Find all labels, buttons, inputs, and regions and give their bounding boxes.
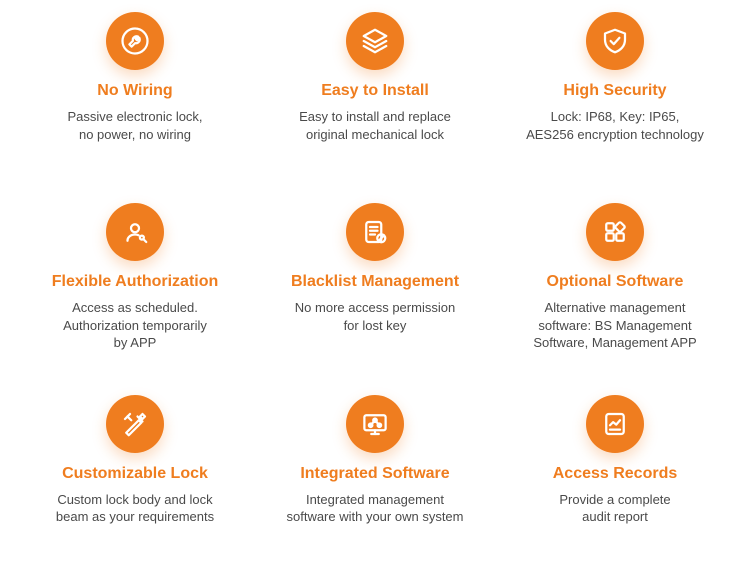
- feature-desc: Integrated management software with your…: [286, 491, 463, 526]
- feature-access-records: Access Records Provide a complete audit …: [500, 395, 730, 568]
- features-grid: No Wiring Passive electronic lock, no po…: [20, 12, 730, 568]
- feature-title: Integrated Software: [300, 465, 449, 483]
- wrench-icon: [106, 12, 164, 70]
- feature-desc: Provide a complete audit report: [559, 491, 670, 526]
- feature-customizable-lock: Customizable Lock Custom lock body and l…: [20, 395, 250, 568]
- report-icon: [586, 395, 644, 453]
- shield-icon: [586, 12, 644, 70]
- feature-title: High Security: [563, 82, 666, 100]
- feature-title: Access Records: [553, 465, 678, 483]
- feature-desc: Access as scheduled. Authorization tempo…: [63, 299, 207, 352]
- feature-optional-software: Optional Software Alternative management…: [500, 203, 730, 376]
- feature-title: Flexible Authorization: [52, 273, 219, 291]
- feature-title: Customizable Lock: [62, 465, 208, 483]
- blacklist-icon: [346, 203, 404, 261]
- feature-high-security: High Security Lock: IP68, Key: IP65, AES…: [500, 12, 730, 185]
- feature-title: Optional Software: [547, 273, 684, 291]
- feature-title: Blacklist Management: [291, 273, 459, 291]
- feature-desc: No more access permission for lost key: [295, 299, 455, 334]
- feature-easy-install: Easy to Install Easy to install and repl…: [260, 12, 490, 185]
- feature-desc: Lock: IP68, Key: IP65, AES256 encryption…: [526, 108, 704, 143]
- tools-icon: [106, 395, 164, 453]
- feature-desc: Alternative management software: BS Mana…: [533, 299, 696, 352]
- feature-desc: Custom lock body and lock beam as your r…: [56, 491, 214, 526]
- feature-integrated-software: Integrated Software Integrated managemen…: [260, 395, 490, 568]
- feature-no-wiring: No Wiring Passive electronic lock, no po…: [20, 12, 250, 185]
- feature-title: No Wiring: [97, 82, 172, 100]
- user-key-icon: [106, 203, 164, 261]
- feature-desc: Passive electronic lock, no power, no wi…: [67, 108, 202, 143]
- feature-desc: Easy to install and replace original mec…: [299, 108, 451, 143]
- feature-title: Easy to Install: [321, 82, 429, 100]
- network-icon: [346, 395, 404, 453]
- feature-blacklist: Blacklist Management No more access perm…: [260, 203, 490, 376]
- feature-flexible-auth: Flexible Authorization Access as schedul…: [20, 203, 250, 376]
- layers-icon: [346, 12, 404, 70]
- apps-icon: [586, 203, 644, 261]
